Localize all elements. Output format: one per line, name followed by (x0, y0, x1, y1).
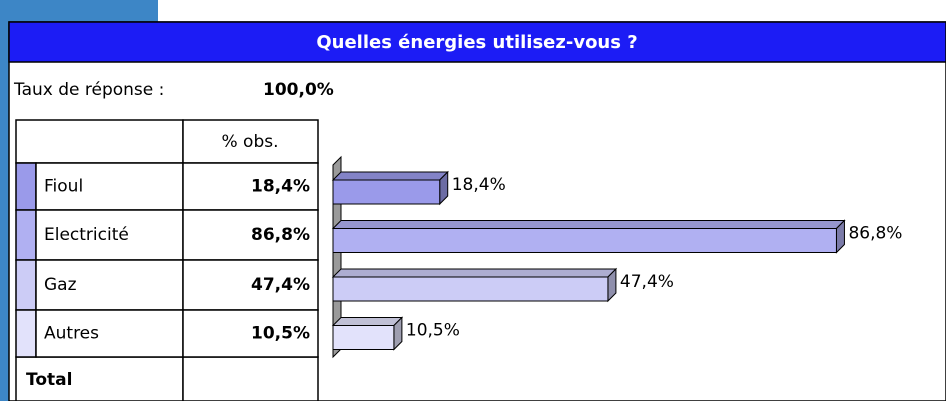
bar-top (331, 220, 846, 229)
data-label: 47,4% (620, 272, 674, 292)
bar-top (331, 268, 618, 278)
bar (332, 228, 837, 253)
bar (332, 179, 441, 205)
bar-top (331, 317, 404, 326)
table-cell (182, 309, 319, 358)
bar (332, 325, 395, 350)
background-strip (0, 0, 9, 401)
table-cell (182, 259, 319, 311)
table-value: 10,5% (251, 324, 310, 344)
data-label: 86,8% (848, 224, 902, 244)
bar (332, 276, 609, 302)
data-label: 10,5% (406, 321, 460, 341)
background-band (0, 0, 158, 22)
legend-swatch (15, 309, 37, 358)
response-rate: 100,0% (263, 80, 334, 100)
chart-title: Quelles énergies utilisez-vous ? (316, 32, 637, 53)
table-value: 47,4% (251, 275, 310, 295)
data-label: 18,4% (452, 175, 506, 195)
category-label: Fioul (44, 177, 83, 197)
table-value: 86,8% (251, 225, 310, 245)
total-label: Total (26, 370, 72, 390)
bar-top (331, 171, 449, 181)
legend-swatch (15, 259, 37, 311)
table-cell (15, 356, 184, 401)
category-label: Gaz (44, 275, 77, 295)
legend-swatch (15, 209, 37, 261)
table-cell (182, 119, 319, 164)
title-bar (8, 21, 946, 63)
column-header: % obs. (221, 132, 278, 152)
table-cell (182, 209, 319, 261)
category-label: Autres (44, 324, 99, 344)
table-cell (182, 162, 319, 211)
table-value: 18,4% (251, 177, 310, 197)
category-label: Electricité (44, 225, 129, 245)
table-cell (15, 119, 184, 164)
response-label: Taux de réponse : (13, 80, 164, 100)
table-cell (182, 356, 319, 401)
legend-swatch (15, 162, 37, 211)
